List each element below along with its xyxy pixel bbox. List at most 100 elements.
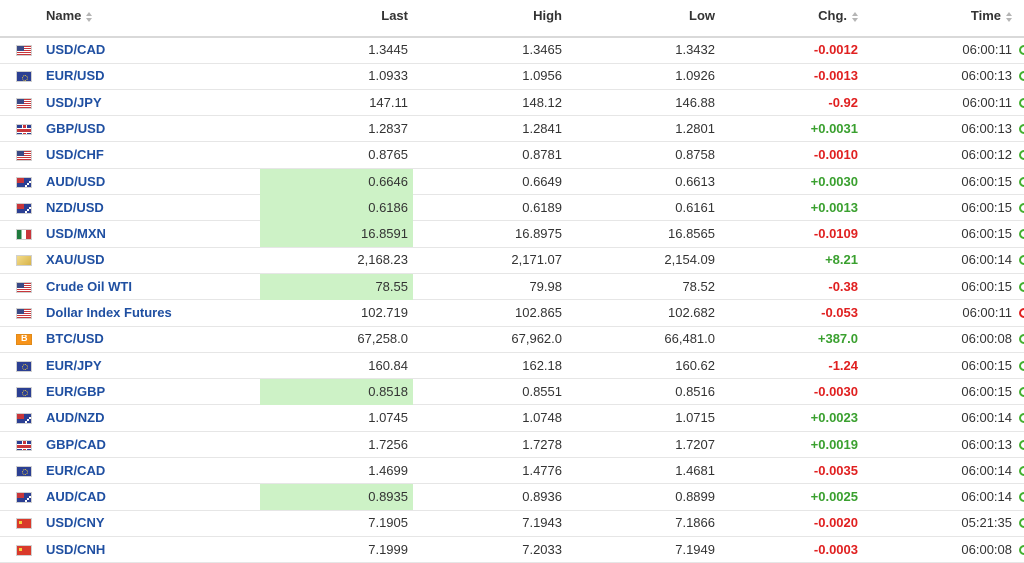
high-value: 0.8781 bbox=[522, 147, 562, 163]
change-value: +0.0023 bbox=[810, 410, 858, 426]
instrument-link[interactable]: Dollar Index Futures bbox=[46, 305, 172, 320]
gold-icon bbox=[16, 255, 32, 267]
change-value: +0.0013 bbox=[810, 199, 858, 215]
us-flag-icon bbox=[16, 308, 32, 319]
high-value: 1.0748 bbox=[522, 410, 562, 426]
status-icon bbox=[1019, 386, 1024, 397]
instrument-link[interactable]: BTC/USD bbox=[46, 331, 104, 347]
instrument-link[interactable]: GBP/CAD bbox=[46, 436, 106, 452]
instrument-link[interactable]: GBP/USD bbox=[46, 120, 106, 136]
column-header-last: Last bbox=[260, 0, 408, 36]
table-row: GBP/USD 1.2837 1.2841 1.2801 +0.0031 06:00:13 bbox=[0, 116, 1024, 143]
change-value: +0.0031 bbox=[810, 120, 858, 136]
change-value: +0.0025 bbox=[810, 489, 858, 505]
table-row: Dollar Index Futures 102.719 102.865 102.68… bbox=[0, 300, 1024, 327]
time-value: 05:21:35 bbox=[961, 515, 1012, 531]
table-row: EUR/CAD 1.4699 1.4776 1.4681 -0.0035 06:00:14 bbox=[0, 458, 1024, 485]
eu-flag-icon bbox=[16, 386, 32, 398]
low-value: 102.682 bbox=[668, 305, 715, 320]
last-value: 16.8591 bbox=[361, 226, 408, 242]
last-value: 1.3445 bbox=[368, 42, 408, 57]
gb-flag-icon bbox=[16, 439, 32, 451]
last-value: 2,168.23 bbox=[357, 252, 408, 268]
instrument-link[interactable]: USD/CNH bbox=[46, 541, 106, 557]
status-icon bbox=[1019, 281, 1024, 292]
instrument-link[interactable]: EUR/JPY bbox=[46, 357, 102, 373]
high-value: 1.7278 bbox=[522, 436, 562, 452]
last-value: 0.8935 bbox=[368, 489, 408, 505]
instrument-link[interactable]: USD/JPY bbox=[46, 94, 102, 110]
status-icon bbox=[1019, 123, 1024, 134]
low-value: 1.7207 bbox=[675, 436, 715, 452]
column-header-name[interactable]: Name bbox=[46, 0, 93, 36]
high-value: 0.6189 bbox=[522, 199, 562, 215]
instrument-link[interactable]: NZD/USD bbox=[46, 199, 104, 215]
sort-icon[interactable] bbox=[852, 11, 858, 22]
low-value: 7.1866 bbox=[675, 515, 715, 531]
change-value: +8.21 bbox=[825, 252, 858, 268]
change-value: -0.053 bbox=[821, 305, 858, 320]
last-highlight bbox=[260, 194, 413, 221]
table-row: USD/CNH 7.1999 7.2033 7.1949 -0.0003 06:00:08 bbox=[0, 537, 1024, 563]
column-header-low-label: Low bbox=[689, 8, 715, 23]
table-row: EUR/JPY 160.84 162.18 160.62 -1.24 06:00:15 bbox=[0, 353, 1024, 380]
us-flag-icon bbox=[16, 281, 32, 293]
time-value: 06:00:11 bbox=[962, 305, 1012, 320]
last-highlight bbox=[260, 378, 413, 405]
change-value: -0.0030 bbox=[813, 383, 858, 399]
status-icon bbox=[1019, 413, 1024, 424]
table-row: NZD/USD 0.6186 0.6189 0.6161 +0.0013 06:00:15 bbox=[0, 194, 1024, 222]
time-value: 06:00:11 bbox=[962, 94, 1012, 110]
gb-flag-icon bbox=[16, 123, 32, 135]
time-value: 06:00:15 bbox=[961, 226, 1012, 242]
low-value: 1.3432 bbox=[675, 42, 715, 57]
last-value: 67,258.0 bbox=[357, 331, 408, 347]
instrument-link[interactable]: USD/CHF bbox=[46, 147, 104, 163]
time-value: 06:00:12 bbox=[961, 147, 1012, 163]
time-value: 06:00:13 bbox=[961, 436, 1012, 452]
us-flag-icon bbox=[16, 150, 32, 162]
table-row: AUD/CAD 0.8935 0.8936 0.8899 +0.0025 06:00:14 bbox=[0, 484, 1024, 511]
high-value: 0.8936 bbox=[522, 489, 562, 505]
high-value: 67,962.0 bbox=[511, 331, 562, 347]
instrument-link[interactable]: AUD/CAD bbox=[46, 489, 106, 505]
column-header-chg[interactable]: Chg. bbox=[720, 0, 858, 36]
instrument-link[interactable]: AUD/USD bbox=[46, 173, 106, 189]
low-value: 0.6613 bbox=[675, 173, 715, 189]
sort-icon[interactable] bbox=[1006, 11, 1012, 22]
time-value: 06:00:13 bbox=[961, 120, 1012, 136]
cn-flag-icon bbox=[16, 544, 32, 556]
instrument-link[interactable]: EUR/USD bbox=[46, 68, 105, 84]
low-value: 1.4681 bbox=[675, 462, 715, 478]
table-row: USD/CHF 0.8765 0.8781 0.8758 -0.0010 06:00:12 bbox=[0, 142, 1024, 169]
table-row: Crude Oil WTI 78.55 79.98 78.52 -0.38 06:00:1… bbox=[0, 273, 1024, 301]
time-value: 06:00:14 bbox=[961, 410, 1012, 426]
instrument-link[interactable]: Crude Oil WTI bbox=[46, 278, 132, 294]
high-value: 79.98 bbox=[529, 278, 562, 294]
column-header-time[interactable]: Time bbox=[870, 0, 1012, 36]
last-value: 0.6186 bbox=[368, 199, 408, 215]
column-header-chg-label: Chg. bbox=[818, 8, 847, 23]
status-icon bbox=[1019, 518, 1024, 529]
high-value: 0.6649 bbox=[522, 173, 562, 189]
instrument-link[interactable]: EUR/CAD bbox=[46, 462, 106, 478]
change-value: -0.0012 bbox=[813, 42, 858, 57]
instrument-link[interactable]: EUR/GBP bbox=[46, 383, 106, 399]
high-value: 102.865 bbox=[515, 305, 562, 320]
instrument-link[interactable]: AUD/NZD bbox=[46, 410, 105, 426]
table-row: AUD/NZD 1.0745 1.0748 1.0715 +0.0023 06:00:14 bbox=[0, 405, 1024, 432]
status-icon bbox=[1019, 202, 1024, 213]
time-value: 06:00:14 bbox=[961, 489, 1012, 505]
au-flag-icon bbox=[16, 492, 32, 504]
instrument-link[interactable]: USD/CAD bbox=[46, 42, 106, 57]
last-highlight bbox=[260, 484, 413, 511]
column-header-time-label: Time bbox=[970, 8, 1001, 23]
high-value: 0.8551 bbox=[522, 383, 562, 399]
table-row: USD/CNY 7.1905 7.1943 7.1866 -0.0020 05:21:35 bbox=[0, 510, 1024, 537]
instrument-link[interactable]: USD/CNY bbox=[46, 515, 105, 531]
sort-icon[interactable] bbox=[86, 11, 93, 22]
instrument-link[interactable]: USD/MXN bbox=[46, 226, 106, 242]
instrument-link[interactable]: XAU/USD bbox=[46, 252, 105, 268]
time-value: 06:00:15 bbox=[961, 278, 1012, 294]
status-icon bbox=[1019, 150, 1024, 161]
